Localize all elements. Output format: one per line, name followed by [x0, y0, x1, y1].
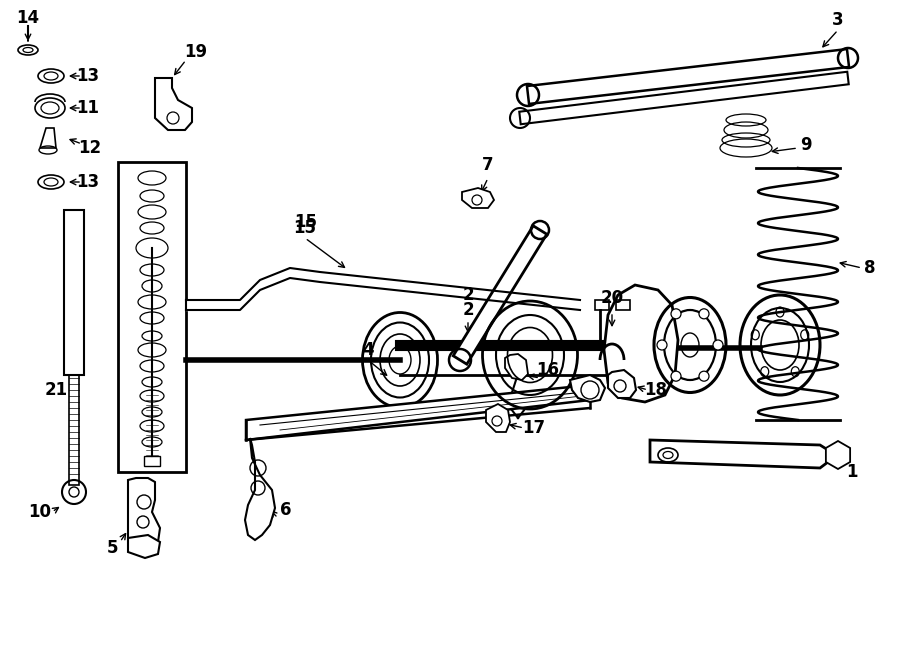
Circle shape	[671, 371, 681, 381]
Polygon shape	[454, 226, 547, 364]
Bar	[595, 300, 609, 310]
Polygon shape	[40, 128, 56, 148]
Text: 10: 10	[29, 503, 51, 521]
Polygon shape	[608, 370, 636, 398]
Text: 7: 7	[482, 156, 494, 174]
Text: 13: 13	[76, 67, 100, 85]
Bar	[64, 210, 84, 375]
Polygon shape	[486, 404, 510, 432]
Bar	[144, 456, 160, 466]
Circle shape	[699, 309, 709, 319]
Text: 11: 11	[76, 99, 100, 117]
Text: 1: 1	[846, 463, 858, 481]
Text: 21: 21	[44, 381, 68, 399]
Polygon shape	[527, 49, 849, 104]
Polygon shape	[519, 72, 849, 124]
Bar	[616, 300, 630, 310]
Text: 3: 3	[832, 11, 844, 29]
Text: 19: 19	[184, 43, 208, 61]
Polygon shape	[245, 438, 275, 540]
Polygon shape	[505, 354, 528, 380]
Text: 17: 17	[522, 419, 545, 437]
Circle shape	[657, 340, 667, 350]
Text: 8: 8	[864, 259, 876, 277]
Text: 5: 5	[106, 539, 118, 557]
Bar	[69, 375, 79, 485]
Text: 12: 12	[78, 139, 102, 157]
Polygon shape	[570, 375, 605, 402]
Text: 18: 18	[644, 381, 668, 399]
Text: 15: 15	[294, 213, 318, 231]
Text: 2: 2	[463, 286, 473, 304]
Text: 16: 16	[536, 361, 560, 379]
Polygon shape	[128, 535, 160, 558]
Text: 14: 14	[16, 9, 40, 27]
Text: 6: 6	[280, 501, 292, 519]
Polygon shape	[462, 188, 494, 208]
Bar	[118, 162, 186, 472]
Polygon shape	[246, 385, 590, 440]
Polygon shape	[128, 478, 160, 548]
Text: 20: 20	[600, 289, 624, 307]
Text: 15: 15	[293, 219, 317, 237]
Polygon shape	[650, 440, 828, 468]
Text: 13: 13	[76, 173, 100, 191]
Circle shape	[671, 309, 681, 319]
Circle shape	[699, 371, 709, 381]
Text: 9: 9	[800, 136, 812, 154]
Polygon shape	[604, 285, 678, 402]
Text: 4: 4	[362, 341, 374, 359]
Text: 2: 2	[463, 301, 473, 319]
Circle shape	[713, 340, 723, 350]
Polygon shape	[155, 78, 192, 130]
